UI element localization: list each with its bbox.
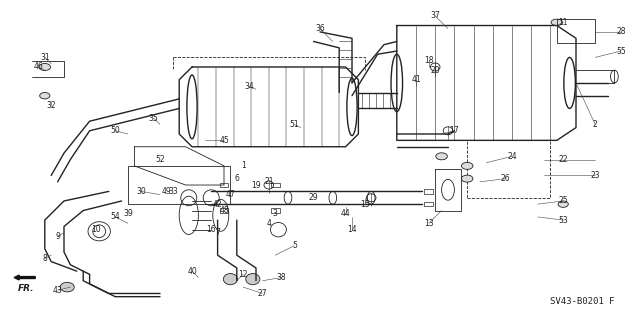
- Text: 6: 6: [234, 174, 239, 183]
- Text: 38: 38: [276, 273, 287, 282]
- Bar: [128, 166, 230, 204]
- Text: 26: 26: [500, 174, 511, 183]
- Bar: [557, 19, 595, 43]
- Text: 14: 14: [347, 225, 357, 234]
- Bar: [467, 140, 550, 198]
- Text: 29: 29: [308, 193, 319, 202]
- Text: 27: 27: [257, 289, 268, 298]
- Ellipse shape: [436, 153, 447, 160]
- Text: 54: 54: [110, 212, 120, 221]
- Text: 52: 52: [155, 155, 165, 164]
- Text: 7: 7: [215, 228, 220, 237]
- Text: 40: 40: [187, 267, 197, 276]
- Text: 55: 55: [616, 47, 626, 56]
- Text: 32: 32: [46, 101, 56, 110]
- Text: 24: 24: [507, 152, 517, 161]
- Text: 39: 39: [123, 209, 133, 218]
- Text: 1: 1: [241, 161, 246, 170]
- Ellipse shape: [39, 63, 51, 70]
- Text: 43: 43: [52, 286, 63, 295]
- Text: 34: 34: [244, 82, 255, 91]
- Text: 33: 33: [168, 187, 178, 196]
- Text: 36: 36: [315, 24, 325, 33]
- Ellipse shape: [246, 273, 260, 285]
- Text: 37: 37: [430, 11, 440, 20]
- Text: 35: 35: [148, 114, 159, 122]
- Ellipse shape: [223, 273, 237, 285]
- Text: 3: 3: [273, 209, 278, 218]
- Text: 25: 25: [558, 197, 568, 205]
- Text: 16: 16: [206, 225, 216, 234]
- Text: 30: 30: [136, 187, 146, 196]
- Text: 50: 50: [110, 126, 120, 135]
- Bar: [424, 189, 433, 194]
- Text: 17: 17: [449, 126, 460, 135]
- Text: 12: 12: [239, 270, 248, 279]
- Text: 23: 23: [590, 171, 600, 180]
- Text: 51: 51: [289, 120, 300, 129]
- Text: 18: 18: [424, 56, 433, 65]
- Text: 9: 9: [55, 232, 60, 241]
- Ellipse shape: [60, 282, 74, 292]
- Bar: [271, 208, 280, 213]
- Text: 44: 44: [340, 209, 351, 218]
- Ellipse shape: [461, 175, 473, 182]
- Text: 28: 28: [616, 27, 625, 36]
- Ellipse shape: [461, 162, 473, 169]
- Bar: [220, 208, 228, 213]
- Text: 47: 47: [225, 190, 236, 199]
- Text: 19: 19: [251, 181, 261, 189]
- Text: 31: 31: [40, 53, 50, 62]
- Text: FR.: FR.: [17, 284, 34, 293]
- Text: 48: 48: [219, 206, 229, 215]
- Text: 45: 45: [219, 136, 229, 145]
- Text: 2: 2: [593, 120, 598, 129]
- Text: 13: 13: [424, 219, 434, 228]
- FancyArrow shape: [14, 275, 35, 280]
- Text: 49: 49: [161, 187, 172, 196]
- Text: 4: 4: [266, 219, 271, 228]
- Bar: [220, 183, 228, 187]
- Ellipse shape: [558, 201, 568, 207]
- Text: 46: 46: [33, 63, 44, 71]
- Text: 20: 20: [430, 66, 440, 75]
- Text: 42: 42: [212, 200, 223, 209]
- Text: 15: 15: [360, 200, 370, 209]
- Text: 5: 5: [292, 241, 297, 250]
- Text: 53: 53: [558, 216, 568, 225]
- Ellipse shape: [551, 19, 563, 26]
- Bar: [271, 183, 280, 187]
- Text: 11: 11: [559, 18, 568, 27]
- Text: SV43-B0201 F: SV43-B0201 F: [550, 297, 614, 306]
- Text: 22: 22: [559, 155, 568, 164]
- Ellipse shape: [40, 93, 50, 99]
- Text: 21: 21: [264, 177, 273, 186]
- Text: 10: 10: [91, 225, 101, 234]
- Text: 41: 41: [411, 75, 421, 84]
- Bar: [424, 202, 433, 206]
- Text: 8: 8: [42, 254, 47, 263]
